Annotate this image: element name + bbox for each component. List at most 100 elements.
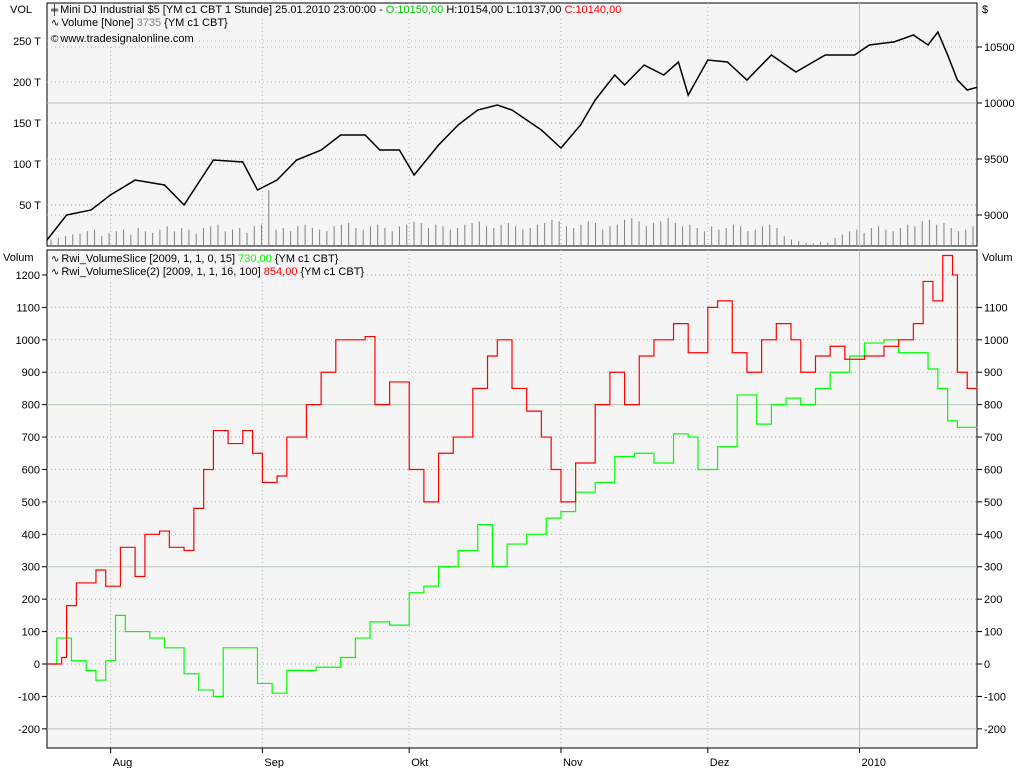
series-2-point — [320, 371, 322, 373]
series-2-point — [261, 481, 263, 483]
series-1-point — [423, 585, 425, 587]
series-2-point — [883, 345, 885, 347]
bottom-left-axis-title: Volum — [3, 252, 34, 264]
series-2-point — [75, 582, 77, 584]
series-1-point — [56, 637, 58, 639]
series-1-point — [477, 524, 479, 526]
price-point — [256, 189, 259, 191]
series-1-point — [673, 433, 675, 435]
right-tick-label: 500 — [984, 497, 1002, 509]
right-tick-label: -200 — [984, 724, 1006, 736]
series-2-point — [594, 404, 596, 406]
bottom-right-axis-title: Volum — [982, 252, 1013, 264]
series-1-point — [271, 692, 273, 694]
series-2-point — [746, 371, 748, 373]
price-point — [707, 59, 709, 61]
right-tick-label: 600 — [984, 464, 1002, 476]
price-line — [46, 30, 978, 241]
left-tick-label: 100 — [22, 627, 40, 639]
price-point — [183, 204, 185, 206]
price-point — [795, 71, 797, 73]
series-1-point — [408, 592, 410, 594]
left-tick-label: 250 T — [13, 36, 41, 48]
right-tick-label: 10500 — [984, 42, 1015, 54]
price-point — [579, 124, 582, 126]
left-tick-label: -100 — [18, 691, 40, 703]
series-2-point — [134, 575, 136, 577]
series2-legend-name: Rwi_VolumeSlice(2) [2009, 1, 1, 16, 100] — [61, 266, 264, 278]
left-tick-label: 50 T — [19, 200, 41, 212]
series-1-point — [354, 637, 356, 639]
series-2-point — [540, 436, 542, 438]
price-point — [868, 44, 870, 46]
left-tick-label: 400 — [22, 529, 40, 541]
series-1-point — [697, 468, 699, 470]
series-2-point — [305, 404, 307, 406]
left-tick-label: 300 — [22, 562, 40, 574]
price-point — [134, 179, 136, 181]
left-tick-label: 150 T — [13, 118, 41, 130]
series-2-point — [242, 430, 244, 432]
price-point — [770, 54, 773, 56]
series-2-point — [707, 306, 709, 308]
series-1-point — [526, 533, 528, 535]
series-2-point — [814, 355, 816, 357]
series-2-point — [364, 336, 366, 338]
x-tick-label: Dez — [710, 757, 730, 768]
copyright-url[interactable]: www.tradesignalonline.com — [60, 33, 194, 45]
series-2-point — [609, 371, 611, 373]
series-1-point — [770, 404, 772, 406]
series1-legend-name: Rwi_VolumeSlice [2009, 1, 1, 0, 15] — [61, 253, 239, 265]
series-1-point — [717, 446, 719, 448]
series-1-point — [438, 566, 440, 568]
price-point — [893, 41, 895, 43]
series-2-point — [717, 300, 719, 302]
series-2-point — [105, 585, 107, 587]
series-2-point — [119, 546, 121, 548]
series-1-point — [85, 669, 87, 671]
series-2-point — [829, 345, 831, 347]
series-1-point — [242, 647, 244, 649]
series-1-point — [212, 695, 214, 697]
series-1-point — [687, 436, 689, 438]
series-2-point — [942, 255, 944, 257]
series-1-point — [506, 543, 508, 545]
series-2-point — [863, 355, 865, 357]
left-tick-label: 200 — [22, 594, 40, 606]
series-2-point — [374, 404, 376, 406]
series-2-point — [66, 605, 68, 607]
series-2-point — [790, 339, 792, 341]
price-point — [677, 61, 680, 63]
left-tick-label: 200 T — [13, 77, 41, 89]
series-2-point — [227, 443, 229, 445]
price-point — [594, 99, 596, 101]
right-tick-label: 900 — [984, 367, 1002, 379]
series-2-point — [922, 280, 924, 282]
series-1-point — [286, 669, 288, 671]
left-tick-label: 900 — [22, 367, 40, 379]
right-tick-label: 0 — [984, 659, 990, 671]
series-2-point — [775, 323, 777, 325]
series-1-point — [800, 404, 802, 406]
price-point — [276, 179, 278, 181]
series-1-point — [633, 452, 635, 454]
price-point — [540, 129, 542, 131]
open-value: O:10150,00 — [385, 4, 444, 16]
series-1-point — [105, 660, 107, 662]
volume-legend-value: 3735 — [136, 17, 162, 29]
series-2-point — [95, 569, 97, 571]
series-1-point — [756, 423, 758, 425]
left-tick-label: 1000 — [16, 335, 40, 347]
series-2-point — [638, 355, 640, 357]
series-1-point — [545, 517, 547, 519]
x-tick-label: Okt — [411, 757, 428, 768]
series-2-point — [276, 475, 278, 477]
price-point — [437, 144, 440, 146]
series-2-point — [408, 468, 410, 470]
price-point — [643, 64, 645, 66]
series-1-point — [898, 352, 900, 354]
series-1-point — [937, 387, 939, 389]
series-2-point — [800, 371, 802, 373]
line-icon: ∿ — [51, 254, 60, 265]
series-2-point — [183, 550, 185, 552]
